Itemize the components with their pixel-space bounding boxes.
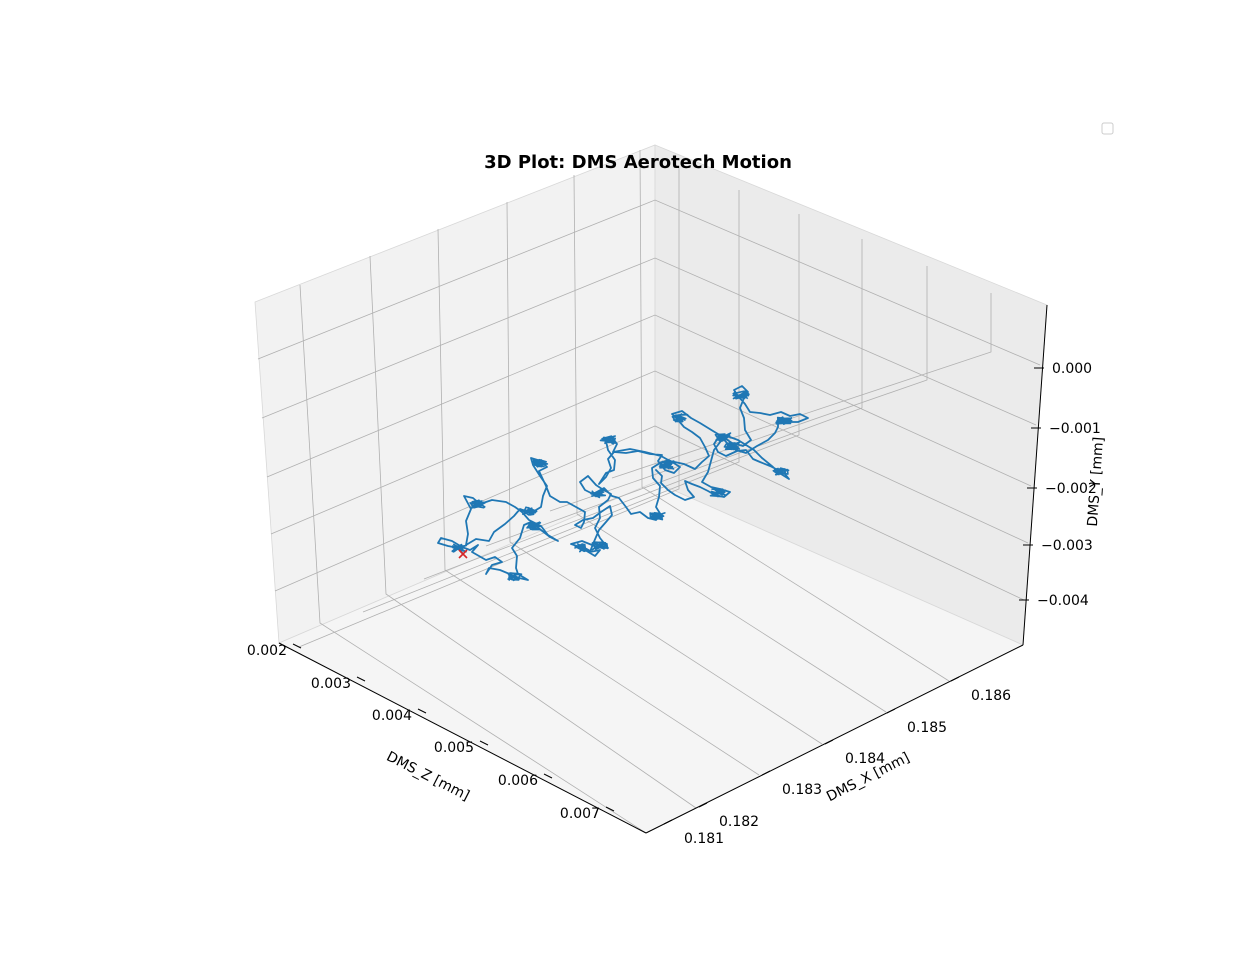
z-tick-label: 0.004 [372, 708, 412, 724]
gridline-z-0.002 [298, 166, 680, 648]
dwell-cluster [599, 435, 617, 445]
x-tick-label: 0.182 [719, 814, 759, 830]
x-tick-label: 0.185 [907, 720, 947, 736]
dwell-cluster [714, 432, 732, 442]
gridline-y-m0.001 [261, 257, 1037, 426]
z-axis-line [278, 642, 647, 834]
x-tick-mark [698, 802, 708, 808]
gridline-x-0.183 [437, 228, 760, 776]
dwell-cluster [732, 390, 750, 400]
dwell-cluster [469, 499, 487, 509]
gridline-y-m0.002 [266, 314, 1032, 487]
dwell-cluster [451, 543, 468, 553]
x-tick-label: 0.184 [845, 751, 885, 767]
gridline-y-m0.004 [274, 425, 1025, 601]
y-axis-line [1022, 304, 1048, 646]
z-tick-mark [543, 773, 553, 779]
z-tick-mark [356, 676, 366, 682]
chart-title: 3D Plot: DMS Aerotech Motion [484, 152, 792, 173]
gridline-y-0.000 [257, 199, 1041, 366]
z-tick-mark [605, 806, 615, 812]
y-tick-label: −0.003 [1041, 538, 1093, 554]
z-tick-label: 0.003 [311, 676, 351, 692]
x-tick-mark [824, 739, 834, 745]
gridline-z-0.007 [611, 293, 992, 479]
dwell-cluster [507, 572, 523, 582]
x-tick-label: 0.186 [971, 688, 1011, 704]
z-tick-mark [292, 643, 302, 649]
y-tick-label: −0.002 [1045, 481, 1097, 497]
dwell-cluster [521, 506, 538, 516]
dwell-cluster [590, 489, 607, 499]
x-tick-mark [663, 819, 673, 825]
dwell-clusters [451, 390, 793, 582]
dwell-cluster [532, 458, 549, 468]
dwell-cluster [648, 511, 666, 521]
data-layer [437, 385, 809, 582]
gridline-x-0.184 [506, 201, 823, 745]
dwell-cluster [723, 441, 741, 451]
y-tick-label: −0.004 [1037, 593, 1089, 609]
x-axis-line [645, 644, 1024, 834]
x-tick-label: 0.183 [782, 782, 822, 798]
z-tick-label: 0.006 [498, 773, 538, 789]
dwell-cluster [574, 543, 592, 553]
gridline-y-m0.003 [270, 370, 1029, 544]
legend-box [1101, 122, 1114, 135]
start-marker [458, 549, 468, 559]
y-axis-label: DMS_Y [mm] [1085, 436, 1107, 527]
tick-marks [292, 367, 1044, 825]
dwell-cluster [526, 521, 542, 531]
z-tick-label: 0.005 [434, 740, 474, 756]
grid-lines [257, 149, 1041, 834]
x-tick-mark [950, 676, 960, 682]
y-tick-label: −0.001 [1049, 421, 1101, 437]
dwell-cluster [671, 413, 689, 423]
gridline-z-0.003 [362, 190, 740, 613]
gridline-z-0.006 [549, 266, 928, 512]
gridline-x-0.186 [639, 149, 950, 682]
z-tick-mark [417, 708, 427, 714]
x-tick-label: 0.181 [684, 831, 724, 847]
z-tick-label: 0.002 [247, 643, 287, 659]
gridline-x-0.185 [573, 174, 887, 713]
dwell-cluster [772, 467, 790, 476]
dwell-cluster [591, 541, 609, 551]
z-tick-mark [479, 740, 489, 746]
gridline-x-0.181 [299, 284, 647, 834]
gridline-z-0.004 [423, 214, 800, 580]
dwell-cluster [658, 460, 675, 470]
dwell-cluster [775, 416, 793, 425]
x-tick-mark [886, 708, 896, 714]
axis-lines [278, 304, 1048, 834]
gridline-x-0.182 [369, 255, 697, 809]
x-tick-mark [761, 770, 771, 776]
dwell-cluster [709, 488, 727, 498]
y-tick-label: 0.000 [1052, 361, 1092, 377]
tick-labels: 0.002 0.003 0.004 0.005 0.006 0.007 0.1810.182… [247, 361, 1101, 847]
gridline-z-0.005 [485, 239, 863, 547]
z-tick-label: 0.007 [560, 806, 600, 822]
